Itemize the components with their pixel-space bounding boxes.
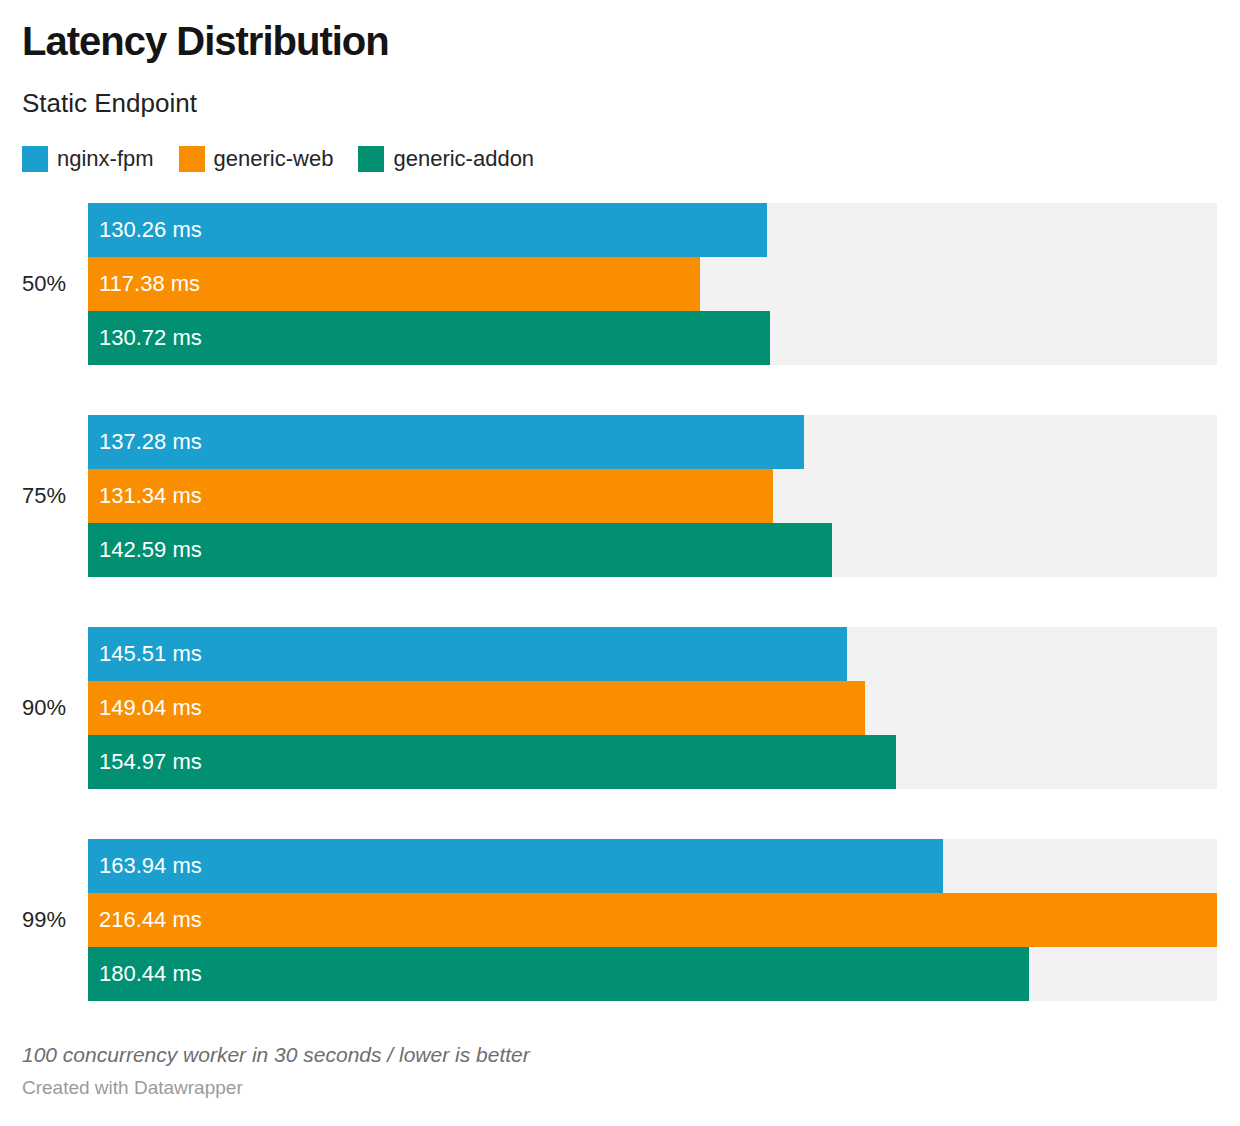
category-label: 90% bbox=[22, 695, 66, 721]
bar-value-label: 130.26 ms bbox=[88, 217, 202, 243]
bar-value-label: 142.59 ms bbox=[88, 537, 202, 563]
legend-item-nginx-fpm: nginx-fpm bbox=[22, 146, 154, 172]
bar-generic-addon: 180.44 ms bbox=[88, 947, 1029, 1001]
bar-track: 137.28 ms 131.34 ms 142.59 ms bbox=[88, 415, 1217, 577]
bar-value-label: 216.44 ms bbox=[88, 907, 202, 933]
bar-value-label: 137.28 ms bbox=[88, 429, 202, 455]
bar-track: 130.26 ms 117.38 ms 130.72 ms bbox=[88, 203, 1217, 365]
bar-value-label: 180.44 ms bbox=[88, 961, 202, 987]
legend-label-generic-web: generic-web bbox=[214, 146, 334, 172]
legend-label-nginx-fpm: nginx-fpm bbox=[57, 146, 154, 172]
bar-group-75pct: 75% 137.28 ms 131.34 ms 142.59 ms bbox=[22, 415, 1217, 577]
bar-nginx-fpm: 137.28 ms bbox=[88, 415, 804, 469]
bar-value-label: 117.38 ms bbox=[88, 271, 200, 297]
bar-generic-web: 149.04 ms bbox=[88, 681, 865, 735]
bar-group-99pct: 99% 163.94 ms 216.44 ms 180.44 ms bbox=[22, 839, 1217, 1001]
bar-generic-addon: 130.72 ms bbox=[88, 311, 770, 365]
bar-group-90pct: 90% 145.51 ms 149.04 ms 154.97 ms bbox=[22, 627, 1217, 789]
legend-swatch-nginx-fpm bbox=[22, 146, 48, 172]
bar-nginx-fpm: 163.94 ms bbox=[88, 839, 943, 893]
bar-value-label: 163.94 ms bbox=[88, 853, 202, 879]
legend-swatch-generic-web bbox=[179, 146, 205, 172]
datawrapper-attribution[interactable]: Created with Datawrapper bbox=[22, 1077, 1217, 1099]
bar-chart: 50% 130.26 ms 117.38 ms 130.72 ms 75% 137.28 … bbox=[22, 203, 1217, 1001]
chart-container: Latency Distribution Static Endpoint ngi… bbox=[0, 0, 1240, 1126]
category-label: 99% bbox=[22, 907, 66, 933]
bar-value-label: 131.34 ms bbox=[88, 483, 202, 509]
legend-swatch-generic-addon bbox=[358, 146, 384, 172]
bar-generic-web: 131.34 ms bbox=[88, 469, 773, 523]
bar-value-label: 154.97 ms bbox=[88, 749, 202, 775]
bar-value-label: 145.51 ms bbox=[88, 641, 202, 667]
bar-nginx-fpm: 145.51 ms bbox=[88, 627, 847, 681]
bar-track: 163.94 ms 216.44 ms 180.44 ms bbox=[88, 839, 1217, 1001]
legend-item-generic-web: generic-web bbox=[179, 146, 334, 172]
bar-generic-addon: 142.59 ms bbox=[88, 523, 832, 577]
bar-generic-web: 117.38 ms bbox=[88, 257, 700, 311]
bar-value-label: 149.04 ms bbox=[88, 695, 202, 721]
category-label: 75% bbox=[22, 483, 66, 509]
bar-generic-web: 216.44 ms bbox=[88, 893, 1217, 947]
bar-group-50pct: 50% 130.26 ms 117.38 ms 130.72 ms bbox=[22, 203, 1217, 365]
category-label: 50% bbox=[22, 271, 66, 297]
legend-item-generic-addon: generic-addon bbox=[358, 146, 534, 172]
legend-label-generic-addon: generic-addon bbox=[393, 146, 534, 172]
chart-subtitle: Static Endpoint bbox=[22, 88, 1217, 119]
bar-value-label: 130.72 ms bbox=[88, 325, 202, 351]
bar-nginx-fpm: 130.26 ms bbox=[88, 203, 767, 257]
chart-title: Latency Distribution bbox=[22, 18, 1217, 64]
bar-generic-addon: 154.97 ms bbox=[88, 735, 896, 789]
legend: nginx-fpm generic-web generic-addon bbox=[22, 146, 1217, 172]
bar-track: 145.51 ms 149.04 ms 154.97 ms bbox=[88, 627, 1217, 789]
footnote: 100 concurrency worker in 30 seconds / l… bbox=[22, 1043, 1217, 1067]
